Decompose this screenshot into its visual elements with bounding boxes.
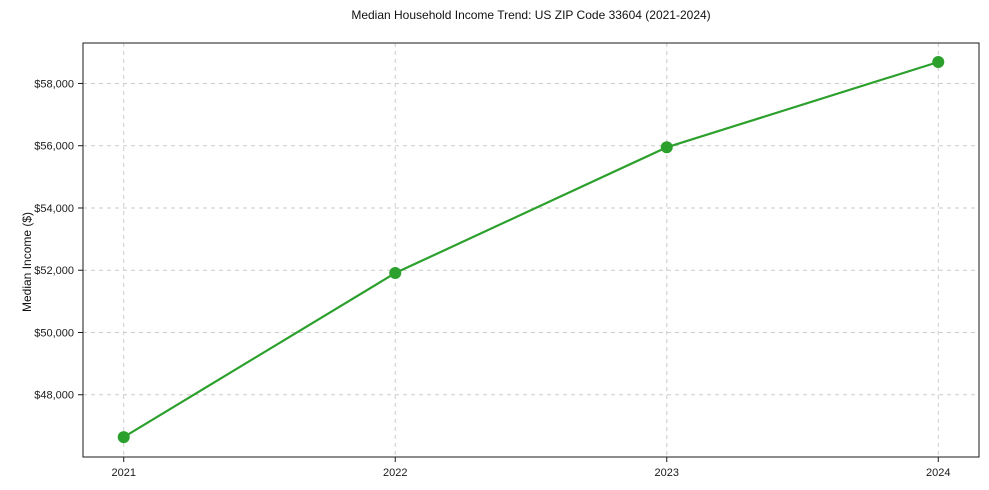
y-tick-label: $56,000: [34, 141, 74, 153]
income-trend-line: [122, 60, 940, 439]
data-point-2023: [660, 141, 673, 154]
y-tick-label: $48,000: [34, 390, 74, 402]
chart-title: Median Household Income Trend: US ZIP Co…: [351, 8, 711, 22]
data-point-2021: [117, 431, 130, 444]
y-tick-label: $52,000: [34, 265, 74, 277]
y-tick-label: $54,000: [34, 203, 74, 215]
axes-spines: [82, 42, 980, 458]
x-tick-label: 2021: [111, 467, 135, 479]
y-tick-label: $58,000: [34, 78, 74, 90]
data-point-2022: [389, 267, 402, 280]
x-tick-label: 2022: [383, 467, 407, 479]
plot-area: [83, 43, 979, 457]
y-tick-label: $50,000: [34, 327, 74, 339]
x-tick-label: 2023: [655, 467, 679, 479]
data-point-2024: [932, 55, 945, 68]
x-tick-label: 2024: [926, 467, 950, 479]
